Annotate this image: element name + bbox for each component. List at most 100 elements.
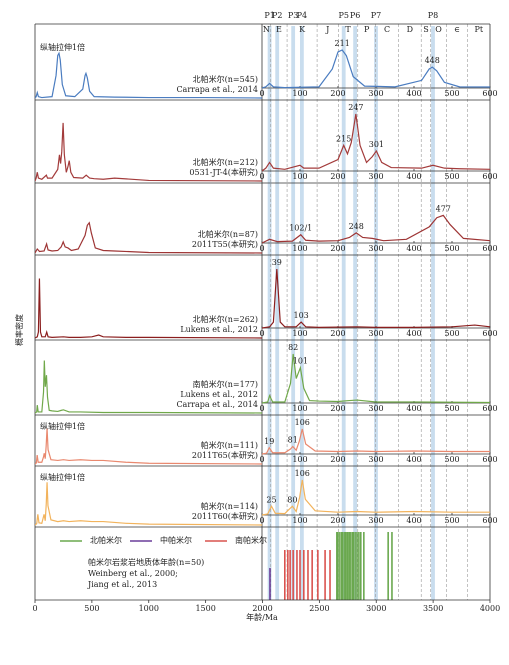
sample-label: 2011T60(本研究) <box>192 511 258 521</box>
band-label: P6 <box>350 11 360 20</box>
period-label: O <box>435 25 442 34</box>
sample-label: Carrapa et al., 2014 <box>176 400 258 409</box>
density-curve <box>35 221 262 254</box>
legend-label: 北帕米尔 <box>90 535 122 545</box>
zoom-tick-label: 600 <box>482 455 497 464</box>
sample-label: 帕米尔(n=111) <box>201 440 258 450</box>
zoom-curve <box>262 214 490 244</box>
period-label: E <box>276 25 282 34</box>
period-label: T <box>345 25 351 34</box>
zoom-tick-label: 0 <box>259 172 264 181</box>
peak-label: 102/1 <box>289 224 312 233</box>
band <box>275 26 280 600</box>
peak-label: 19 <box>264 437 274 446</box>
peak-label: 301 <box>369 140 384 149</box>
peak-label: 247 <box>348 103 363 112</box>
zoom-tick-label: 600 <box>482 516 497 525</box>
x-tick-label: 2000 <box>252 604 272 613</box>
zoom-tick-label: 300 <box>368 89 383 98</box>
x-tick-label: 2500 <box>309 604 329 613</box>
peak-label: 39 <box>272 258 282 267</box>
sample-label: 2011T65(本研究) <box>192 450 258 460</box>
density-curve <box>35 482 262 526</box>
zoom-tick-label: 500 <box>444 516 459 525</box>
band <box>374 26 378 600</box>
zoom-tick-label: 600 <box>482 244 497 253</box>
period-label: C <box>384 25 390 34</box>
zoom-curve <box>262 268 490 329</box>
peak-label: 103 <box>293 311 308 320</box>
period-label: ∈ <box>454 25 460 34</box>
period-label: P <box>364 25 370 34</box>
x-tick-label: 0 <box>32 604 37 613</box>
zoom-tick-label: 200 <box>330 329 345 338</box>
density-curve <box>35 51 262 99</box>
sample-label: 北帕米尔(n=262) <box>193 314 258 324</box>
sample-label: 南帕米尔(n=177) <box>193 379 258 389</box>
x-axis-label: 年龄/Ma <box>246 612 278 622</box>
x-tick-label: 4000 <box>480 604 500 613</box>
zoom-tick-label: 400 <box>406 329 421 338</box>
x-tick-label: 1500 <box>195 604 215 613</box>
peak-label: 248 <box>349 222 364 231</box>
zoom-tick-label: 300 <box>368 516 383 525</box>
zoom-tick-label: 300 <box>368 404 383 413</box>
zoom-tick-label: 300 <box>368 172 383 181</box>
peak-label: 25 <box>266 495 276 504</box>
zoom-tick-label: 100 <box>292 516 307 525</box>
y-axis-label: 概率密度 <box>14 314 24 346</box>
zoom-tick-label: 600 <box>482 404 497 413</box>
band <box>267 26 272 600</box>
legend-label: 中帕米尔 <box>160 535 192 545</box>
x-tick-label: 500 <box>84 604 99 613</box>
zoom-curve <box>262 479 490 516</box>
zoom-tick-label: 200 <box>330 172 345 181</box>
zoom-tick-label: 100 <box>292 329 307 338</box>
zoom-tick-label: 300 <box>368 455 383 464</box>
peak-label: 101 <box>293 357 308 366</box>
zoom-curve <box>262 428 490 455</box>
x-tick-label: 3500 <box>423 604 443 613</box>
zoom-tick-label: 0 <box>259 89 264 98</box>
zoom-curve <box>262 113 490 172</box>
zoom-curve <box>262 353 490 404</box>
peak-label: 80 <box>287 495 297 504</box>
zoom-tick-label: 500 <box>444 244 459 253</box>
sample-label: 北帕米尔(n=87) <box>198 229 258 239</box>
density-curve <box>35 122 262 182</box>
zoom-tick-label: 600 <box>482 329 497 338</box>
granitoid-label: Weinberg et al., 2000; <box>88 569 178 578</box>
zoom-curve <box>262 49 490 89</box>
band <box>291 26 296 600</box>
band <box>353 26 357 600</box>
stretch-note: 纵轴拉伸1倍 <box>40 42 85 52</box>
granitoid-label: Jiang et al., 2013 <box>87 580 157 589</box>
zoom-tick-label: 600 <box>482 172 497 181</box>
band-label: P3 <box>288 11 298 20</box>
band <box>431 26 435 600</box>
peak-label: 477 <box>436 204 451 213</box>
peak-label: 81 <box>288 436 298 445</box>
period-label: K <box>299 25 306 34</box>
period-label: Pt <box>474 25 483 34</box>
zoom-tick-label: 100 <box>292 455 307 464</box>
zoom-tick-label: 0 <box>259 455 264 464</box>
zoom-tick-label: 500 <box>444 455 459 464</box>
peak-label: 82 <box>288 343 298 352</box>
band-label: P7 <box>371 11 381 20</box>
band <box>341 26 346 600</box>
band-label: P2 <box>272 11 282 20</box>
sample-label: 帕米尔(n=114) <box>201 501 258 511</box>
peak-label: 106 <box>295 469 310 478</box>
stretch-note: 纵轴拉伸1倍 <box>40 421 85 431</box>
zoom-tick-label: 400 <box>406 244 421 253</box>
sample-label: 北帕米尔(n=212) <box>193 157 258 167</box>
zoom-tick-label: 0 <box>259 329 264 338</box>
band-label: P5 <box>338 11 348 20</box>
sample-label: Carrapa et al., 2014 <box>176 85 258 94</box>
sample-label: 北帕米尔(n=545) <box>193 74 258 84</box>
sample-label: 2011T55(本研究) <box>192 239 258 249</box>
zoom-tick-label: 100 <box>292 244 307 253</box>
granitoid-label: 帕米尔岩浆岩地质体年龄(n=50) <box>88 557 204 567</box>
